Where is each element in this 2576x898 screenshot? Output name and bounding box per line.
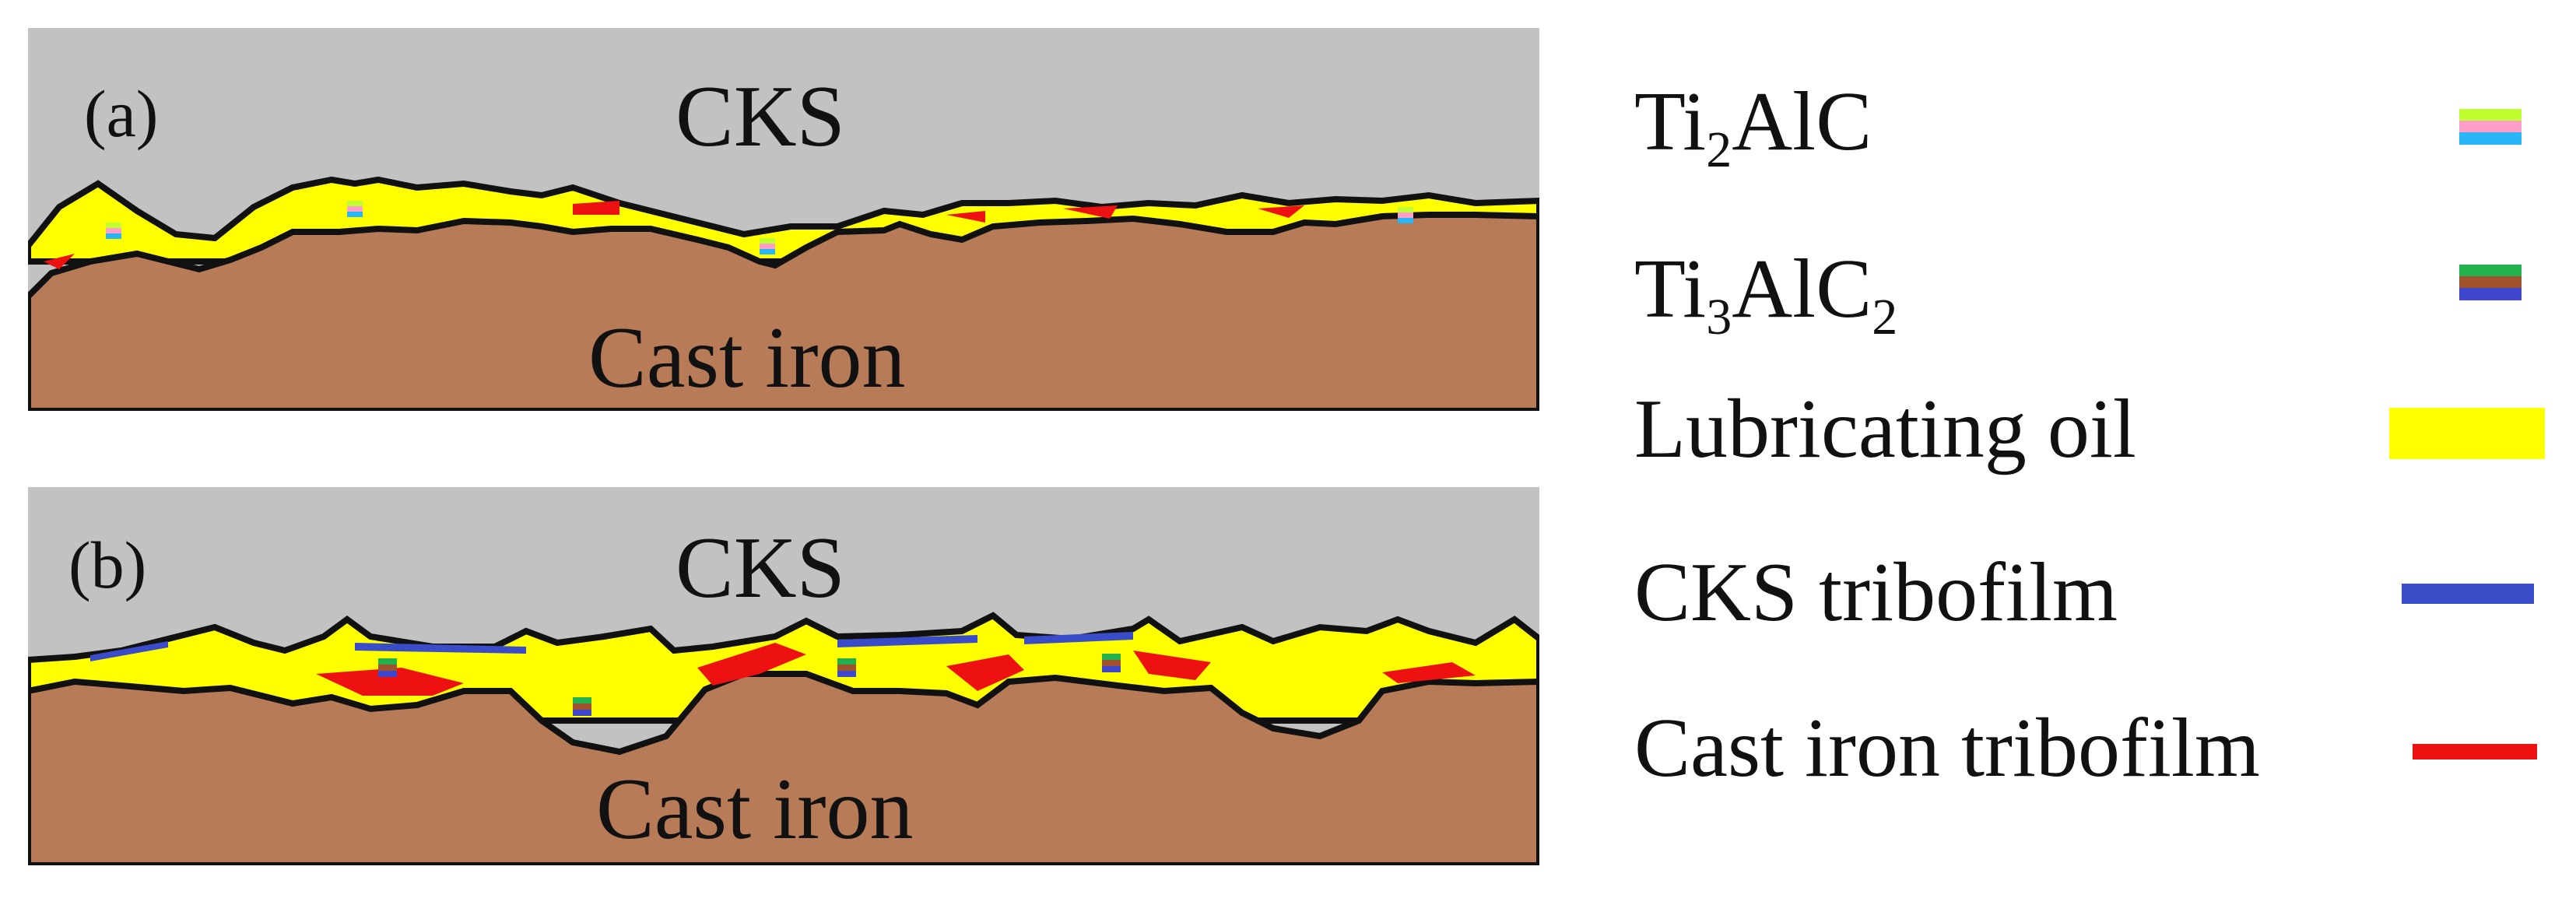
legend-item-lubricating-oil: Lubricating oil (1611, 381, 2576, 490)
ti2alc-particle (347, 201, 363, 217)
ti2alc-particle (760, 238, 775, 254)
cast-iron-tribofilm-patch (1258, 205, 1304, 218)
ti3alc2-particle (573, 697, 591, 716)
cast-iron-tribofilm-swatch (2413, 744, 2537, 759)
legend-label-cast-iron-tribofilm: Cast iron tribofilm (1634, 702, 2260, 795)
ti3alc2-particle (837, 658, 856, 677)
cast-iron-tribofilm (1382, 662, 1476, 683)
panel-a-diagram (28, 28, 1539, 411)
panel-b-diagram (28, 487, 1539, 865)
ti2alc-icon (2459, 109, 2522, 145)
cast-iron-tribofilm-patch (573, 201, 619, 215)
cast-iron-tribofilm (946, 654, 1024, 691)
ti2alc-particle (106, 223, 121, 239)
cast-iron-region (28, 212, 1539, 411)
cast-iron-tribofilm-patch (44, 254, 75, 269)
cast-iron-tribofilm-patch (946, 211, 985, 223)
ti3alc2-particle (1102, 654, 1121, 672)
panel-tag: (b) (68, 528, 147, 602)
panel-a: (a) CKS Cast iron (28, 28, 1539, 411)
ti3alc2-particle (378, 658, 397, 677)
cast-iron-region (28, 671, 1539, 865)
legend-item-cks-tribofilm: CKS tribofilm (1611, 545, 2576, 654)
ti3alc2-icon (2459, 265, 2522, 300)
cks-tribofilm (355, 643, 526, 654)
legend-label-cks-tribofilm: CKS tribofilm (1634, 546, 2118, 639)
lubricating-oil-swatch (2389, 408, 2545, 459)
cast-iron-label: Cast iron (588, 310, 906, 406)
legend-item-ti2alc: Ti2AlC (1611, 74, 2576, 183)
legend-item-ti3alc2: Ti3AlC2 (1611, 241, 2576, 350)
cks-label: CKS (676, 68, 845, 165)
cast-iron-tribofilm (697, 643, 806, 686)
legend-label-ti2alc: Ti2AlC (1634, 75, 1872, 178)
legend: Ti2AlC Ti3AlC2 Lubricating oil CKS tribo… (1588, 0, 2576, 898)
cast-iron-tribofilm (1133, 651, 1211, 680)
legend-item-cast-iron-tribofilm: Cast iron tribofilm (1611, 700, 2576, 809)
cast-iron-tribofilm-patch (1063, 205, 1118, 219)
ti2alc-particle (1398, 207, 1413, 223)
legend-label-lubricating-oil: Lubricating oil (1634, 383, 2136, 475)
cks-tribofilm (1024, 632, 1133, 644)
cks-tribofilm-swatch (2402, 584, 2534, 604)
cast-iron-tribofilm (316, 668, 464, 696)
legend-label-ti3alc2: Ti3AlC2 (1634, 243, 1898, 346)
cast-iron-label: Cast iron (596, 761, 914, 858)
cks-tribofilm (837, 635, 977, 647)
cks-label: CKS (676, 520, 845, 616)
panel-b: (b) CKS Cast iron (28, 487, 1539, 865)
cks-tribofilm (90, 641, 168, 661)
panel-tag: (a) (84, 76, 159, 151)
